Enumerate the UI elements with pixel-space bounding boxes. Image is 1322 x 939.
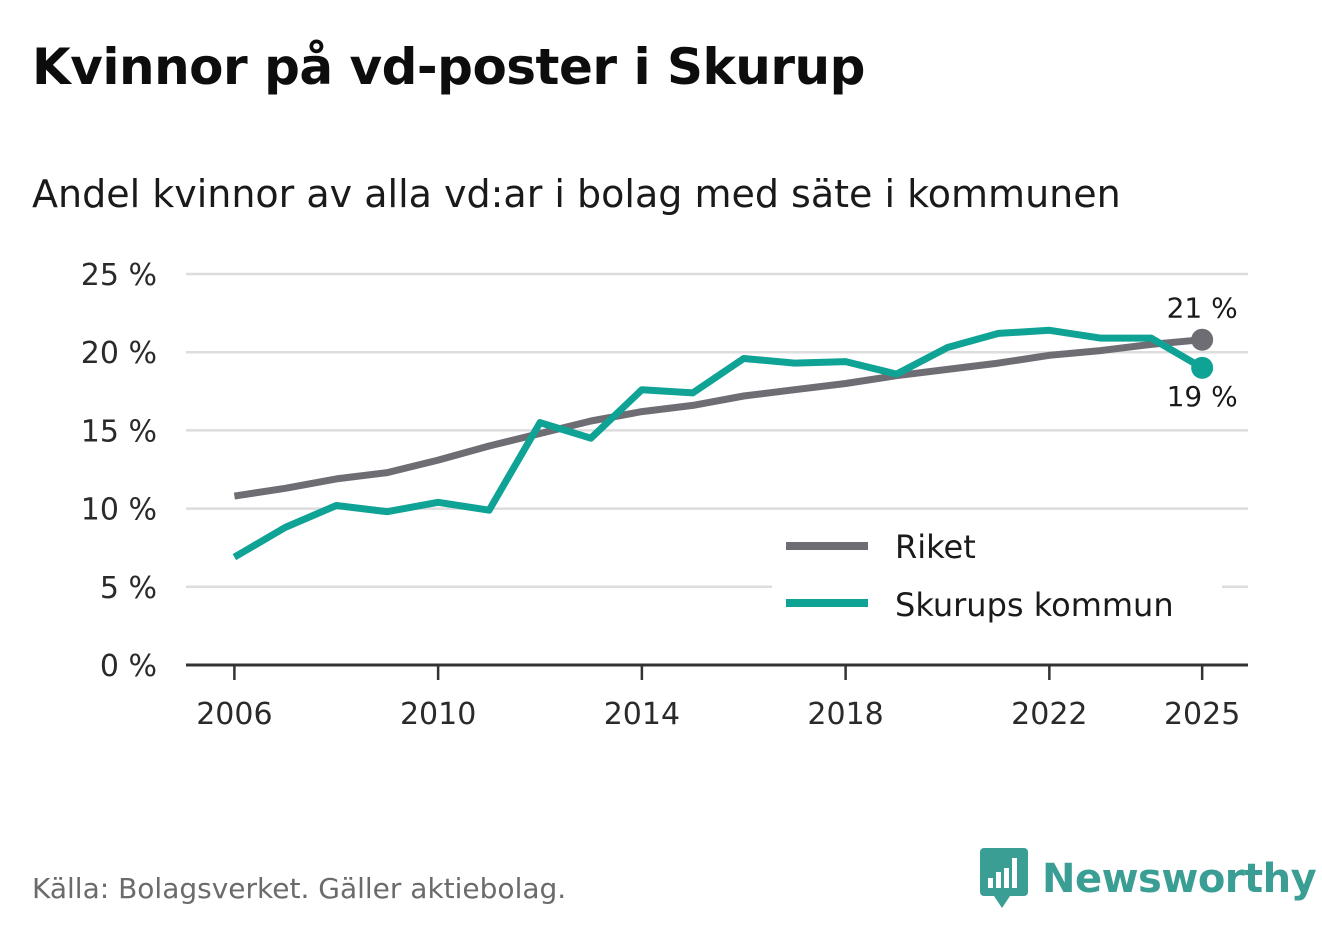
legend-label-skurup: Skurups kommun <box>895 586 1174 624</box>
newsworthy-logo-icon <box>980 848 1028 908</box>
end-point-markers: 21 % 19 % <box>1167 292 1238 413</box>
x-tick-label: 2010 <box>400 697 476 732</box>
y-tick-label: 15 % <box>81 414 157 449</box>
newsworthy-logo-text: Newsworthy <box>1042 856 1317 902</box>
legend: Riket Skurups kommun <box>772 522 1222 632</box>
newsworthy-logo: Newsworthy <box>980 848 1317 910</box>
x-tick-label: 2025 <box>1164 697 1240 732</box>
end-point-riket <box>1191 328 1214 351</box>
series-lines <box>232 326 1204 561</box>
y-axis-tick-labels: 0 % 5 % 10 % 15 % 20 % 25 % <box>81 258 157 684</box>
x-axis-ticks: 2006 2010 2014 2018 2022 2025 <box>196 665 1240 732</box>
end-label-skurup: 19 % <box>1167 380 1238 413</box>
x-tick-label: 2018 <box>807 697 883 732</box>
legend-background <box>772 522 1222 632</box>
legend-label-riket: Riket <box>895 528 976 566</box>
series-line-skurup <box>232 326 1204 561</box>
x-tick-label: 2014 <box>604 697 680 732</box>
y-tick-label: 25 % <box>81 258 157 293</box>
end-label-riket: 21 % <box>1167 292 1238 325</box>
source-note: Källa: Bolagsverket. Gäller aktiebolag. <box>32 872 567 905</box>
x-tick-label: 2006 <box>196 697 272 732</box>
chart-subtitle: Andel kvinnor av alla vd:ar i bolag med … <box>32 172 1121 216</box>
y-tick-label: 5 % <box>100 571 157 606</box>
y-tick-label: 10 % <box>81 493 157 528</box>
end-point-skurup <box>1191 356 1214 379</box>
chart-title: Kvinnor på vd-poster i Skurup <box>32 38 865 96</box>
y-tick-label: 20 % <box>81 336 157 371</box>
x-tick-label: 2022 <box>1011 697 1087 732</box>
y-tick-label: 0 % <box>100 649 157 684</box>
series-line-riket <box>233 336 1203 500</box>
